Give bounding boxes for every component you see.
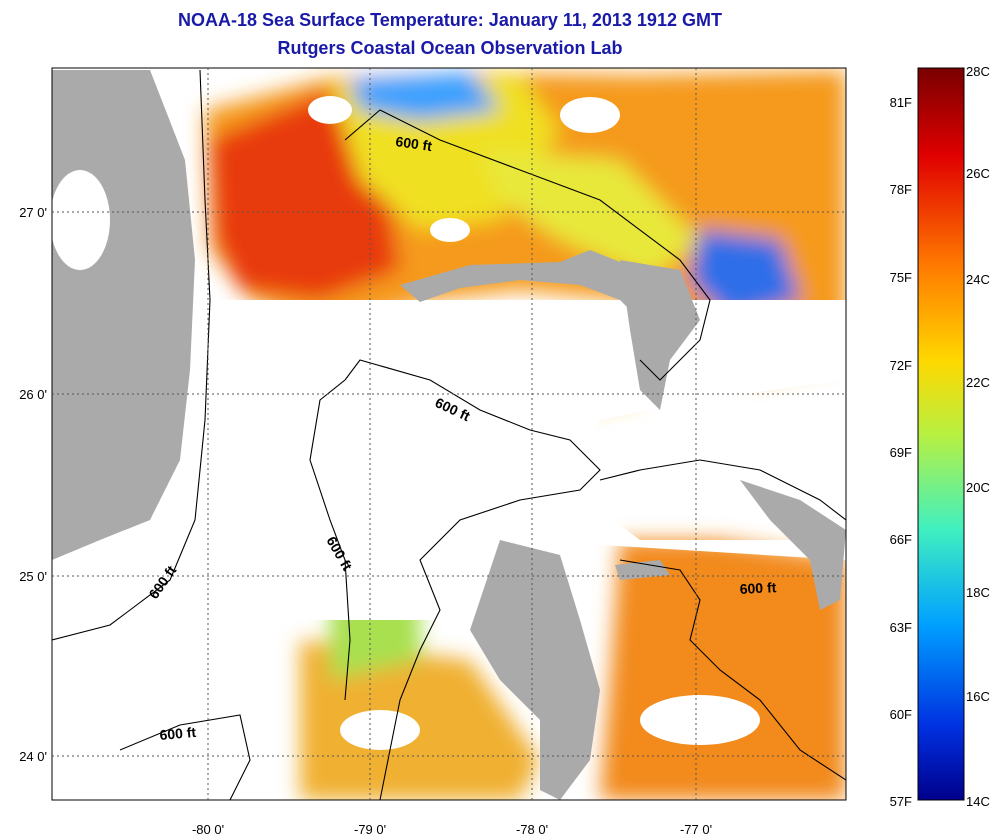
map-subtitle: Rutgers Coastal Ocean Observation Lab — [277, 38, 623, 58]
latitude-label: 25 0' — [19, 569, 47, 584]
fahrenheit-label: 66F — [890, 532, 912, 547]
small-island — [615, 560, 670, 580]
abaco — [620, 260, 700, 410]
longitude-label: -80 0' — [192, 822, 224, 837]
fahrenheit-label: 63F — [890, 620, 912, 635]
colorbar — [917, 67, 965, 801]
graticule — [52, 68, 846, 800]
fahrenheit-label: 60F — [890, 707, 912, 722]
andros — [470, 540, 600, 800]
map-title: NOAA-18 Sea Surface Temperature: January… — [178, 10, 722, 30]
celsius-label: 16C — [966, 689, 990, 704]
eleuthera — [740, 480, 846, 610]
isobath-lines — [52, 69, 846, 800]
celsius-label: 24C — [966, 272, 990, 287]
celsius-label: 28C — [966, 64, 990, 79]
contour-label: 600 ft — [395, 133, 434, 154]
fahrenheit-label: 75F — [890, 270, 912, 285]
colorbar-celsius-labels: 28C 26C 24C 22C 20C 18C 16C 14C — [966, 64, 990, 809]
celsius-label: 26C — [966, 166, 990, 181]
celsius-label: 18C — [966, 585, 990, 600]
longitude-label: -78 0' — [516, 822, 548, 837]
latitude-axis: 27 0' 26 0' 25 0' 24 0' — [19, 205, 47, 764]
land-masses — [52, 70, 846, 800]
latitude-label: 26 0' — [19, 387, 47, 402]
grand-bahama — [400, 250, 640, 320]
fahrenheit-label: 81F — [890, 95, 912, 110]
latitude-label: 24 0' — [19, 749, 47, 764]
longitude-label: -79 0' — [354, 822, 386, 837]
colorbar-fahrenheit-labels: 81F 78F 75F 72F 69F 66F 63F 60F 57F — [890, 95, 912, 809]
fahrenheit-label: 69F — [890, 445, 912, 460]
celsius-label: 20C — [966, 480, 990, 495]
contour-label: 600 ft — [159, 724, 197, 743]
celsius-label: 14C — [966, 794, 990, 809]
fahrenheit-label: 78F — [890, 182, 912, 197]
longitude-label: -77 0' — [680, 822, 712, 837]
contour-label: 600 ft — [739, 579, 777, 597]
lake-okeechobee — [52, 170, 110, 270]
fahrenheit-label: 72F — [890, 358, 912, 373]
map-frame — [51, 67, 847, 801]
latitude-label: 27 0' — [19, 205, 47, 220]
longitude-axis: -80 0' -79 0' -78 0' -77 0' — [192, 822, 712, 837]
fahrenheit-label: 57F — [890, 794, 912, 809]
celsius-label: 22C — [966, 375, 990, 390]
